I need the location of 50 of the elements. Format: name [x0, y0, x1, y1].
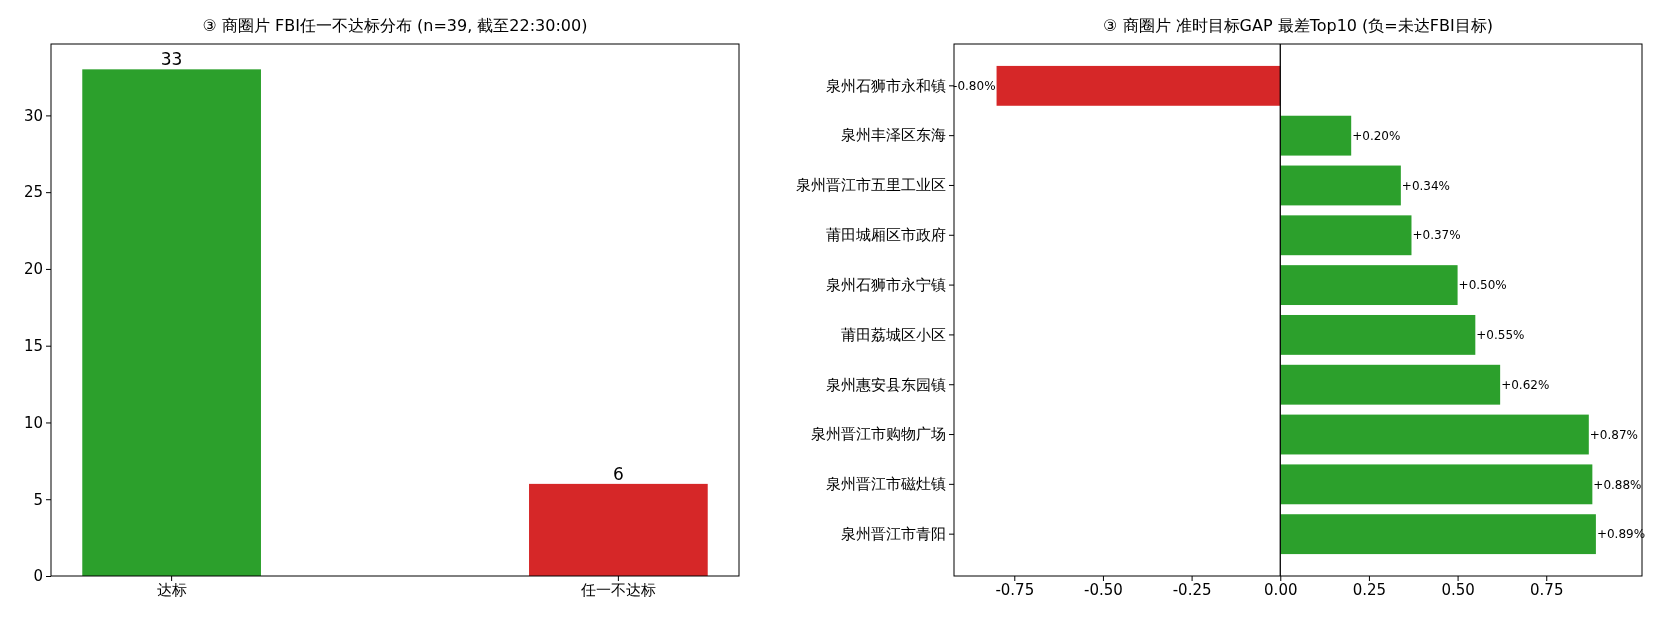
- data-label: +0.50%: [1458, 278, 1507, 293]
- chart-title: ③ 商圈片 FBI任一不达标分布 (n=39, 截至22:30:00): [202, 16, 588, 35]
- y-tick-label: 20: [23, 260, 43, 279]
- data-label: 33: [160, 49, 183, 70]
- bar: [1280, 514, 1596, 555]
- y-tick-label: 10: [23, 413, 43, 432]
- bar: [996, 65, 1281, 106]
- data-label: +0.87%: [1589, 427, 1638, 442]
- x-tick-label: -0.50: [1084, 580, 1123, 599]
- chart-title: ③ 商圈片 准时目标GAP 最差Top10 (负=未达FBI目标): [1103, 16, 1493, 35]
- y-tick-label: 泉州石狮市永宁镇: [826, 275, 946, 294]
- y-tick-label: 莆田荔城区小区: [841, 325, 946, 344]
- data-label: 6: [612, 463, 624, 484]
- y-tick-label: 泉州晋江市青阳: [841, 524, 946, 543]
- y-tick-label: 0: [33, 567, 43, 586]
- x-tick-label: 0.75: [1530, 580, 1564, 599]
- data-label: +0.37%: [1412, 228, 1461, 243]
- bar: [1280, 115, 1352, 156]
- y-tick-label: 15: [23, 337, 43, 355]
- data-label: +0.34%: [1401, 178, 1451, 193]
- bar: [1280, 265, 1458, 306]
- x-tick-label: 任一不达标: [579, 580, 656, 599]
- y-tick-label: 泉州惠安县东园镇: [826, 375, 946, 394]
- y-tick-label: 25: [23, 183, 43, 202]
- bar: [1280, 364, 1501, 405]
- x-tick-label: 达标: [156, 580, 187, 599]
- y-tick-label: 泉州晋江市五里工业区: [796, 176, 946, 195]
- x-tick-label: -0.25: [1172, 580, 1212, 599]
- data-label: -0.80%: [953, 79, 996, 94]
- data-label: +0.62%: [1501, 377, 1550, 392]
- bar: [1280, 314, 1476, 355]
- y-tick-label: 5: [33, 490, 43, 509]
- bar: [1280, 414, 1589, 455]
- x-tick-label: -0.75: [995, 580, 1035, 599]
- data-label: +0.55%: [1476, 328, 1525, 343]
- data-label: +0.20%: [1352, 128, 1401, 143]
- x-tick-label: 0.25: [1352, 580, 1387, 599]
- y-tick-label: 泉州石狮市永和镇: [826, 76, 946, 95]
- y-tick-label: 泉州晋江市购物广场: [811, 425, 946, 444]
- x-tick-label: 0.00: [1264, 580, 1298, 599]
- x-tick-label: 0.50: [1441, 580, 1475, 599]
- y-tick-label: 莆田城厢区市政府: [826, 226, 946, 245]
- y-tick-label: 泉州丰泽区东海: [841, 126, 946, 145]
- y-tick-label: 泉州晋江市磁灶镇: [826, 475, 946, 494]
- data-label: +0.89%: [1596, 527, 1646, 542]
- y-tick-label: 30: [23, 106, 43, 125]
- bar: [1280, 165, 1401, 206]
- bar: [1280, 464, 1593, 505]
- data-label: +0.88%: [1593, 477, 1642, 492]
- bar: [1280, 215, 1412, 256]
